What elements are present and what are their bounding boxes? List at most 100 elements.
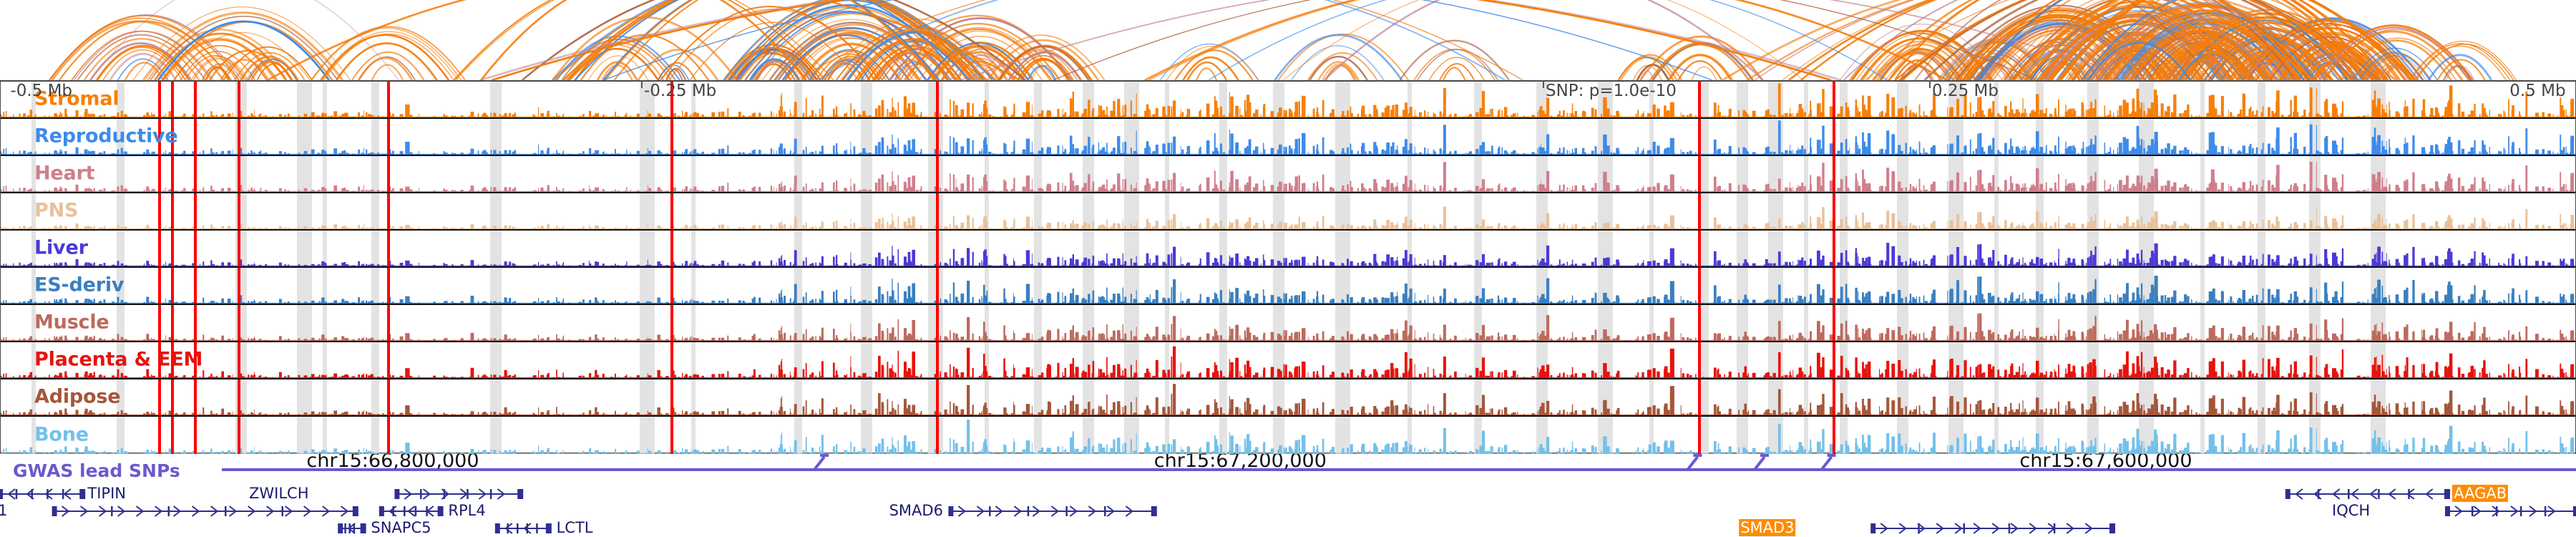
snp-marker-line	[670, 156, 673, 192]
highlight-band	[1165, 231, 1170, 266]
highlight-band	[1474, 119, 1483, 155]
snp-marker-line	[238, 268, 241, 304]
highlight-band	[691, 156, 696, 192]
highlight-band	[297, 231, 312, 266]
highlight-band	[1165, 342, 1170, 378]
highlight-band	[1536, 82, 1548, 117]
highlight-band	[1165, 305, 1170, 341]
highlight-band	[1219, 417, 1227, 454]
highlight-band	[1649, 82, 1654, 117]
track-label-liver: Liver	[34, 236, 88, 259]
highlight-band	[1598, 417, 1613, 454]
highlight-band	[2036, 82, 2044, 117]
highlight-band	[117, 305, 125, 341]
highlight-band	[490, 231, 502, 266]
snp-marker-line	[387, 417, 390, 454]
gene-label-snapc5[interactable]: SNAPC5	[371, 519, 431, 536]
track-pns[interactable]: PNS	[1, 193, 2575, 231]
snp-marker-line	[170, 268, 174, 304]
highlight-band	[1219, 268, 1227, 304]
highlight-band	[371, 268, 380, 304]
snp-marker-line	[1832, 231, 1835, 266]
highlight-band	[2257, 119, 2265, 155]
snp-marker-line	[157, 193, 161, 229]
track-muscle[interactable]: Muscle	[1, 305, 2575, 342]
highlight-band	[1083, 119, 1094, 155]
gene-label-zwilch[interactable]: ZWILCH	[249, 485, 309, 502]
highlight-band	[2200, 268, 2205, 304]
snp-marker-line	[935, 82, 939, 117]
highlight-band	[1165, 119, 1170, 155]
track-es-deriv[interactable]: ES-deriv	[1, 268, 2575, 305]
highlight-band	[117, 119, 125, 155]
highlight-band	[1407, 119, 1412, 155]
signal-histogram	[1, 243, 2575, 266]
snp-marker-line	[935, 268, 939, 304]
snp-marker-line	[670, 119, 673, 155]
snp-marker-line	[670, 82, 673, 117]
highlight-band	[2257, 156, 2265, 192]
highlight-band	[2200, 342, 2205, 378]
gene-model-canvas	[0, 454, 2576, 534]
track-bone[interactable]: Bone	[1, 417, 2575, 454]
highlight-band	[2257, 268, 2265, 304]
gwas-lead-snps-label: GWAS lead SNPs	[13, 460, 180, 481]
gene-label-aagab[interactable]: AAGAB	[2452, 485, 2509, 502]
highlight-band	[1335, 305, 1350, 341]
highlight-band	[639, 119, 655, 155]
track-placenta-eem[interactable]: Placenta & EEM	[1, 342, 2575, 379]
highlight-band	[639, 156, 655, 192]
highlight-band	[1407, 156, 1412, 192]
highlight-band	[928, 379, 943, 415]
track-adipose[interactable]: Adipose	[1, 379, 2575, 417]
track-reproductive[interactable]: Reproductive	[1, 119, 2575, 156]
snp-marker-line	[157, 305, 161, 341]
highlight-band	[1219, 119, 1227, 155]
gwas-and-gene-panel[interactable]: GWAS lead SNPs chr15:66,800,000 chr15:67,…	[0, 450, 2576, 537]
highlight-band	[928, 82, 943, 117]
highlight-band	[1701, 342, 1709, 378]
track-stromal[interactable]: Stromal	[1, 82, 2575, 119]
highlight-band	[928, 268, 943, 304]
gene-label-tipin[interactable]: TIPIN	[87, 485, 126, 502]
highlight-band	[1165, 417, 1170, 454]
highlight-band	[1474, 231, 1483, 266]
highlight-band	[928, 156, 943, 192]
highlight-band	[1536, 119, 1548, 155]
track-liver[interactable]: Liver	[1, 231, 2575, 268]
gene-label-smad6[interactable]: SMAD6	[889, 502, 943, 519]
gene-label-rpl4[interactable]: RPL4	[448, 502, 486, 519]
highlight-band	[2139, 231, 2154, 266]
signal-track-stack[interactable]: Stromal Reproductive Heart PNS Liver ES-deriv…	[0, 80, 2576, 454]
snp-marker-line	[238, 305, 241, 341]
highlight-band	[1598, 268, 1613, 304]
gene-label-map2k1[interactable]: MAP2K1	[0, 502, 8, 519]
highlight-band	[1840, 417, 1848, 454]
highlight-band	[1083, 417, 1094, 454]
highlight-band-group	[1, 417, 2575, 454]
highlight-band	[1123, 231, 1139, 266]
highlight-band	[794, 305, 802, 341]
snp-marker-line	[1832, 119, 1835, 155]
highlight-band	[2200, 82, 2205, 117]
snp-marker-line	[670, 305, 673, 341]
track-heart[interactable]: Heart	[1, 156, 2575, 193]
gene-label-lctl[interactable]: LCTL	[556, 519, 593, 536]
highlight-band	[31, 82, 36, 117]
highlight-band	[323, 379, 327, 415]
gene-label-iqch[interactable]: IQCH	[2332, 502, 2371, 519]
highlight-band	[691, 342, 696, 378]
gene-label-smad3[interactable]: SMAD3	[1739, 519, 1796, 536]
highlight-band	[1701, 305, 1709, 341]
snp-marker-line	[670, 417, 673, 454]
highlight-band	[1701, 82, 1709, 117]
snp-marker-line	[1698, 231, 1702, 266]
highlight-band	[1083, 193, 1094, 229]
highlight-band	[691, 193, 696, 229]
snp-marker-line	[157, 379, 161, 415]
snp-marker-line	[170, 82, 174, 117]
track-label-muscle: Muscle	[34, 311, 109, 334]
highlight-band	[2200, 119, 2205, 155]
highlight-band	[691, 119, 696, 155]
highlight-band	[1840, 82, 1848, 117]
